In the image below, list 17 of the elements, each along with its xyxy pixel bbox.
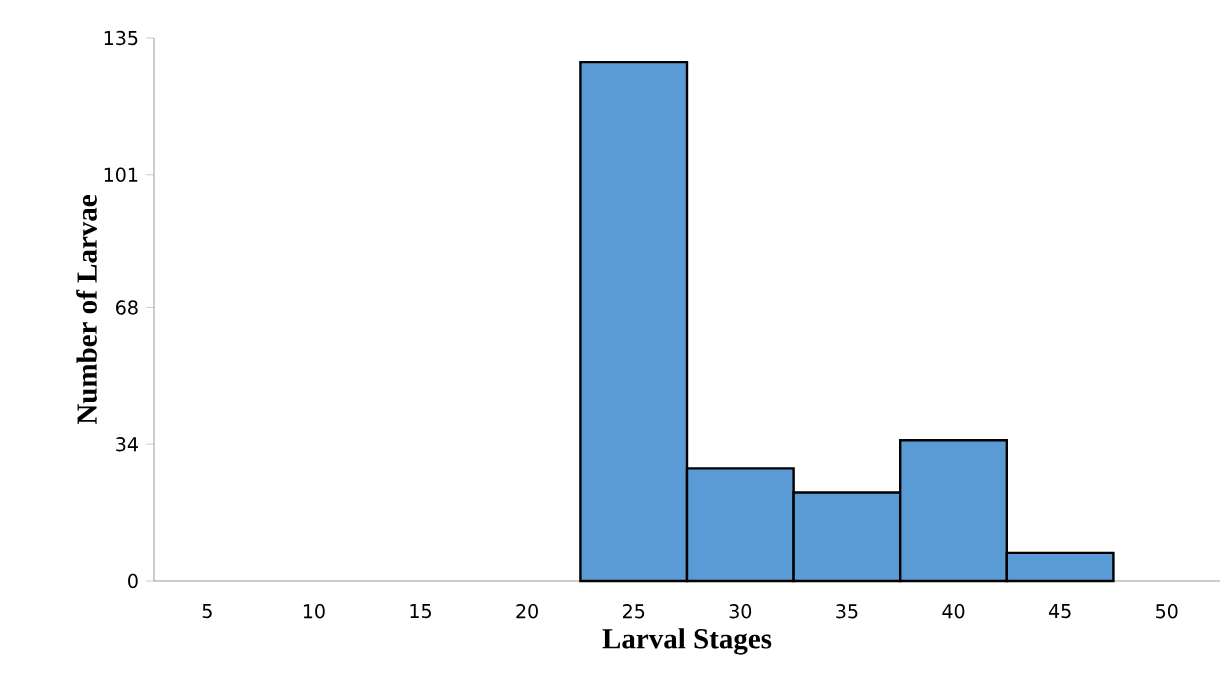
x-tick-label: 15 <box>410 604 431 619</box>
x-tick-label: 40 <box>942 604 965 619</box>
x-tick-label: 45 <box>1048 604 1071 619</box>
y-tick-label: 68 <box>116 300 138 315</box>
x-tick-label: 20 <box>516 604 538 619</box>
x-tick-label: 10 <box>303 604 325 619</box>
y-tick-label: 101 <box>104 167 138 182</box>
y-tick-label: 34 <box>116 437 138 452</box>
x-axis-title: Larval Stages <box>602 628 772 655</box>
y-tick-label: 135 <box>104 30 138 46</box>
x-tick-label: 25 <box>623 604 645 619</box>
x-tick-label: 5 <box>202 604 212 619</box>
x-tick-label: 35 <box>836 604 858 619</box>
x-tick-label: 50 <box>1156 604 1178 619</box>
y-tick-label: 0 <box>128 573 138 589</box>
x-tick-label: 30 <box>729 604 752 619</box>
y-axis-title: Number of Larvae <box>76 195 97 425</box>
